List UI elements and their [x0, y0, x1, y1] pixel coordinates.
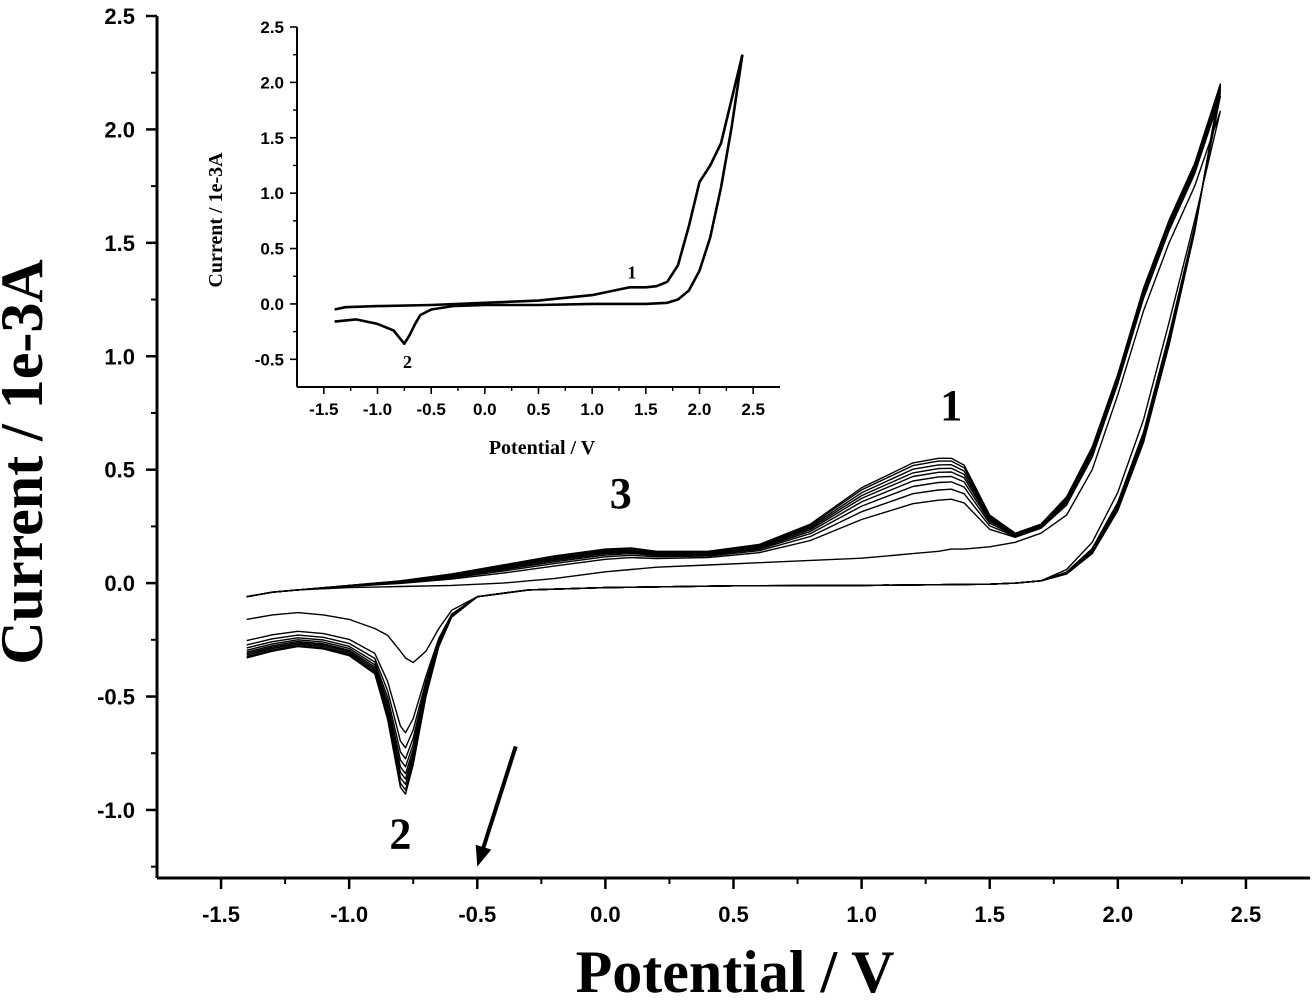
- cv-cycle-5: [246, 88, 1221, 768]
- main-y-tick-label: 0.5: [104, 458, 135, 483]
- inset-series-forward: [334, 54, 744, 311]
- inset-x-tick-label: 2.0: [688, 400, 712, 419]
- main-y-tick-label: 0.0: [104, 571, 135, 596]
- cv-cycle-1: [246, 110, 1221, 664]
- cv-cycle-2: [246, 95, 1221, 734]
- main-peak-label: 1: [940, 381, 962, 430]
- main-peak-label: 2: [389, 810, 411, 859]
- main-x-tick-label: 0.0: [590, 902, 621, 927]
- main-y-tick-label: 2.0: [104, 117, 135, 142]
- inset-x-tick-label: 0.0: [473, 400, 497, 419]
- main-x-tick-label: 1.0: [846, 902, 877, 927]
- cv-cycle-4: [246, 90, 1221, 760]
- main-x-tick-label: 0.5: [718, 902, 749, 927]
- inset-x-tick-label: 1.5: [634, 400, 658, 419]
- inset-y-tick-label: 1.5: [260, 129, 284, 148]
- cv-cycle-10: [246, 83, 1221, 795]
- main-x-tick-label: 2.5: [1231, 902, 1262, 927]
- main-y-tick-label: 2.5: [104, 4, 135, 29]
- inset-y-tick-label: -0.5: [255, 350, 284, 369]
- inset-x-tick-label: -1.0: [363, 400, 392, 419]
- inset-x-tick-label: 1.0: [580, 400, 604, 419]
- main-x-tick-label: -1.5: [202, 902, 240, 927]
- inset-y-tick-label: 2.5: [260, 18, 284, 37]
- main-x-axis-label: Potential / V: [576, 939, 895, 1000]
- main-x-tick-label: -0.5: [458, 902, 496, 927]
- main-x-tick-label: -1.0: [330, 902, 368, 927]
- inset-y-tick-label: 1.0: [260, 184, 284, 203]
- inset-chart: -1.5 -1.0 -0.5 0.0 0.5 1.0 1.5 2.0 2.5 -0.5 0.0 0.5…: [205, 18, 780, 459]
- inset-x-tick-label: 2.5: [741, 400, 765, 419]
- main-x-tick-label: 1.5: [974, 902, 1005, 927]
- cycle-direction-arrow-shaft: [480, 745, 518, 853]
- cv-cycle-6: [246, 87, 1221, 775]
- inset-y-tick-label: 0.0: [260, 295, 284, 314]
- inset-x-axis-label: Potential / V: [489, 437, 596, 459]
- inset-y-axis-label: Current / 1e-3A: [205, 152, 227, 288]
- inset-x-tick-label: 0.5: [527, 400, 551, 419]
- main-y-tick-label: -0.5: [97, 685, 135, 710]
- inset-y-tick-label: 0.5: [260, 240, 284, 259]
- main-y-tick-label: 1.5: [104, 231, 135, 256]
- inset-x-tick-label: -1.5: [309, 400, 338, 419]
- inset-series-reverse: [334, 54, 744, 346]
- cv-cycle-8: [246, 85, 1221, 786]
- main-y-tick-label: 1.0: [104, 344, 135, 369]
- cv-cycle-7: [246, 86, 1221, 780]
- inset-x-tick-label: -0.5: [417, 400, 446, 419]
- cv-cycle-9: [246, 84, 1221, 791]
- cv-cycle-3: [246, 92, 1221, 749]
- cycle-direction-arrow-head: [475, 844, 492, 867]
- inset-y-tick-label: 2.0: [260, 73, 284, 92]
- main-y-tick-label: -1.0: [97, 798, 135, 823]
- main-peak-label: 3: [610, 469, 632, 518]
- inset-peak-label: 1: [627, 262, 636, 282]
- main-y-axis-label: Current / 1e-3A: [0, 259, 55, 664]
- inset-peak-label: 2: [403, 352, 412, 372]
- main-x-tick-label: 2.0: [1103, 902, 1134, 927]
